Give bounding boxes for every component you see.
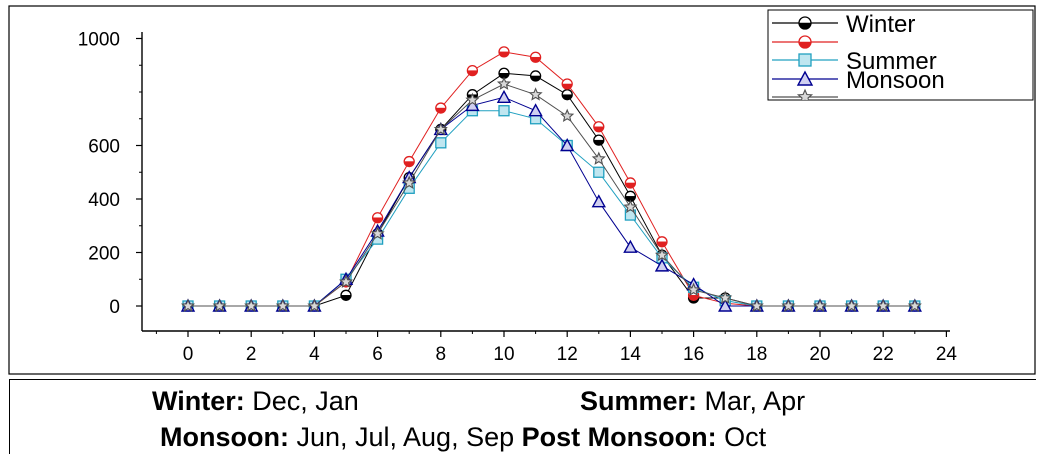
data-point <box>560 108 575 123</box>
data-point-fill <box>372 217 383 223</box>
data-point <box>718 290 733 304</box>
data-point <box>498 105 510 117</box>
data-point <box>465 92 480 107</box>
y-tick-label: 400 <box>88 190 120 211</box>
x-tick-label: 12 <box>557 344 578 365</box>
data-point <box>433 121 448 136</box>
caption-monsoon-label: Monsoon: <box>160 422 289 452</box>
data-point <box>435 137 447 149</box>
data-point <box>402 175 417 189</box>
data-point <box>718 298 733 312</box>
data-point <box>686 282 701 296</box>
data-point <box>496 76 512 90</box>
x-tick-label: 24 <box>936 344 958 365</box>
data-point <box>591 194 606 208</box>
caption-summer-label: Summer: <box>580 386 698 416</box>
x-tick-label: 20 <box>809 344 830 365</box>
x-tick-label: 22 <box>873 344 894 365</box>
legend-marker <box>798 53 812 67</box>
legend-marker-fill <box>798 22 812 30</box>
data-point <box>781 298 796 313</box>
data-point-fill <box>625 196 636 202</box>
data-point <box>812 298 828 313</box>
data-point-fill <box>435 107 447 114</box>
x-tick-label: 6 <box>372 344 383 365</box>
x-tick-label: 8 <box>436 344 447 365</box>
legend-marker <box>796 88 814 100</box>
x-tick-label: 16 <box>683 344 704 365</box>
y-tick-label: 600 <box>88 137 120 158</box>
data-point <box>844 298 859 313</box>
data-point-fill <box>467 70 478 76</box>
caption-line-1: Winter: Dec, Jan <box>152 386 359 417</box>
data-point <box>244 298 259 313</box>
data-point <box>907 298 922 313</box>
data-point-fill <box>530 56 541 63</box>
x-tick-label: 18 <box>746 344 767 365</box>
legend-label: Winter <box>846 11 915 38</box>
data-point-fill <box>593 139 605 146</box>
y-tick-label: 0 <box>109 297 120 318</box>
data-point-fill <box>403 161 415 167</box>
data-point <box>307 298 322 313</box>
y-tick-label: 1000 <box>78 30 120 51</box>
x-tick-label: 0 <box>183 344 194 365</box>
caption-winter-label: Winter: <box>152 386 245 416</box>
data-point-fill <box>498 73 510 79</box>
data-point <box>591 151 606 165</box>
data-point <box>623 239 638 253</box>
data-point <box>654 258 670 272</box>
caption-postmonsoon-label: Post Monsoon: <box>521 422 717 452</box>
data-point-fill <box>688 295 699 301</box>
data-point <box>623 199 638 214</box>
data-point <box>338 274 354 288</box>
x-tick-label: 4 <box>309 344 320 365</box>
data-point <box>180 298 196 313</box>
legend-marker-fill <box>798 41 812 49</box>
data-point-fill <box>656 241 668 247</box>
caption-line-1b: Summer: Mar, Apr <box>580 386 805 417</box>
legend-label: Monsoon <box>846 67 945 94</box>
x-tick-label: 14 <box>620 344 642 365</box>
data-point <box>876 298 891 313</box>
caption-summer-months: Mar, Apr <box>697 386 806 416</box>
data-point <box>528 87 543 101</box>
data-point <box>560 138 575 152</box>
caption-line-2: Monsoon: Jun, Jul, Aug, Sep Post Monsoon… <box>160 422 766 453</box>
data-point-fill <box>498 51 510 58</box>
caption-monsoon-months: Jun, Jul, Aug, Sep <box>288 422 515 452</box>
legend-marker <box>796 70 814 86</box>
data-point <box>528 103 543 117</box>
season-caption: Winter: Dec, Jan Summer: Mar, Apr Monsoo… <box>9 379 1036 454</box>
caption-postmonsoon-months: Oct <box>716 422 767 452</box>
data-point-fill <box>593 126 605 132</box>
x-tick-label: 2 <box>246 344 257 365</box>
data-point-fill <box>561 94 573 100</box>
data-point <box>212 298 227 313</box>
data-point-fill <box>340 295 352 301</box>
data-point <box>496 89 512 104</box>
data-point <box>749 298 764 313</box>
data-point-fill <box>561 83 573 90</box>
series-line <box>188 83 915 307</box>
y-tick-label: 200 <box>88 244 120 265</box>
data-point <box>370 226 385 240</box>
series-4 <box>180 76 922 313</box>
data-point <box>593 166 605 178</box>
data-point-fill <box>625 182 636 189</box>
series-layer <box>180 46 922 313</box>
x-tick-label: 10 <box>493 344 514 365</box>
legend-label: Summer <box>846 48 937 75</box>
data-point-fill <box>530 75 541 82</box>
data-point <box>654 247 670 262</box>
caption-winter-months: Dec, Jan <box>244 386 359 416</box>
data-point <box>275 298 290 313</box>
